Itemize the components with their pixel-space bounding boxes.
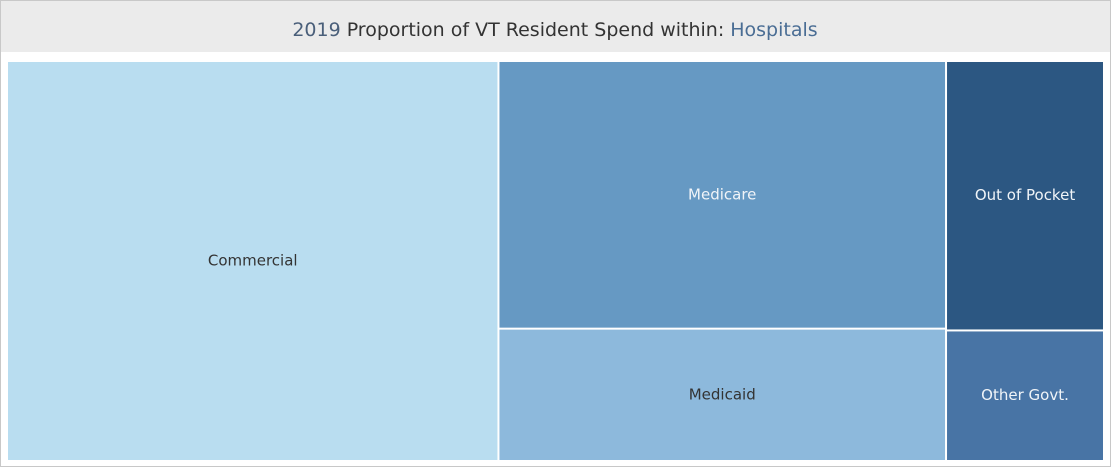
treemap-cell	[947, 62, 1103, 330]
treemap-cell	[499, 329, 946, 460]
cell-label: Out of Pocket	[975, 186, 1076, 204]
cell-label: Other Govt.	[981, 386, 1069, 404]
title-text: Proportion of VT Resident Spend within:	[347, 19, 725, 41]
treemap-cell	[947, 331, 1103, 460]
cell-label: Medicare	[688, 185, 756, 203]
treemap-cell	[499, 62, 946, 328]
title-year: 2019	[292, 19, 340, 41]
chart-title: 2019 Proportion of VT Resident Spend with…	[292, 19, 817, 41]
treemap-cell	[8, 62, 498, 460]
title-filter: Hospitals	[730, 19, 817, 41]
title-bar	[1, 1, 1110, 52]
cell-label: Medicaid	[689, 385, 756, 403]
treemap: Commercial Medicare Medicaid Out of Pocket O…	[8, 62, 1103, 460]
cell-label: Commercial	[208, 252, 298, 270]
